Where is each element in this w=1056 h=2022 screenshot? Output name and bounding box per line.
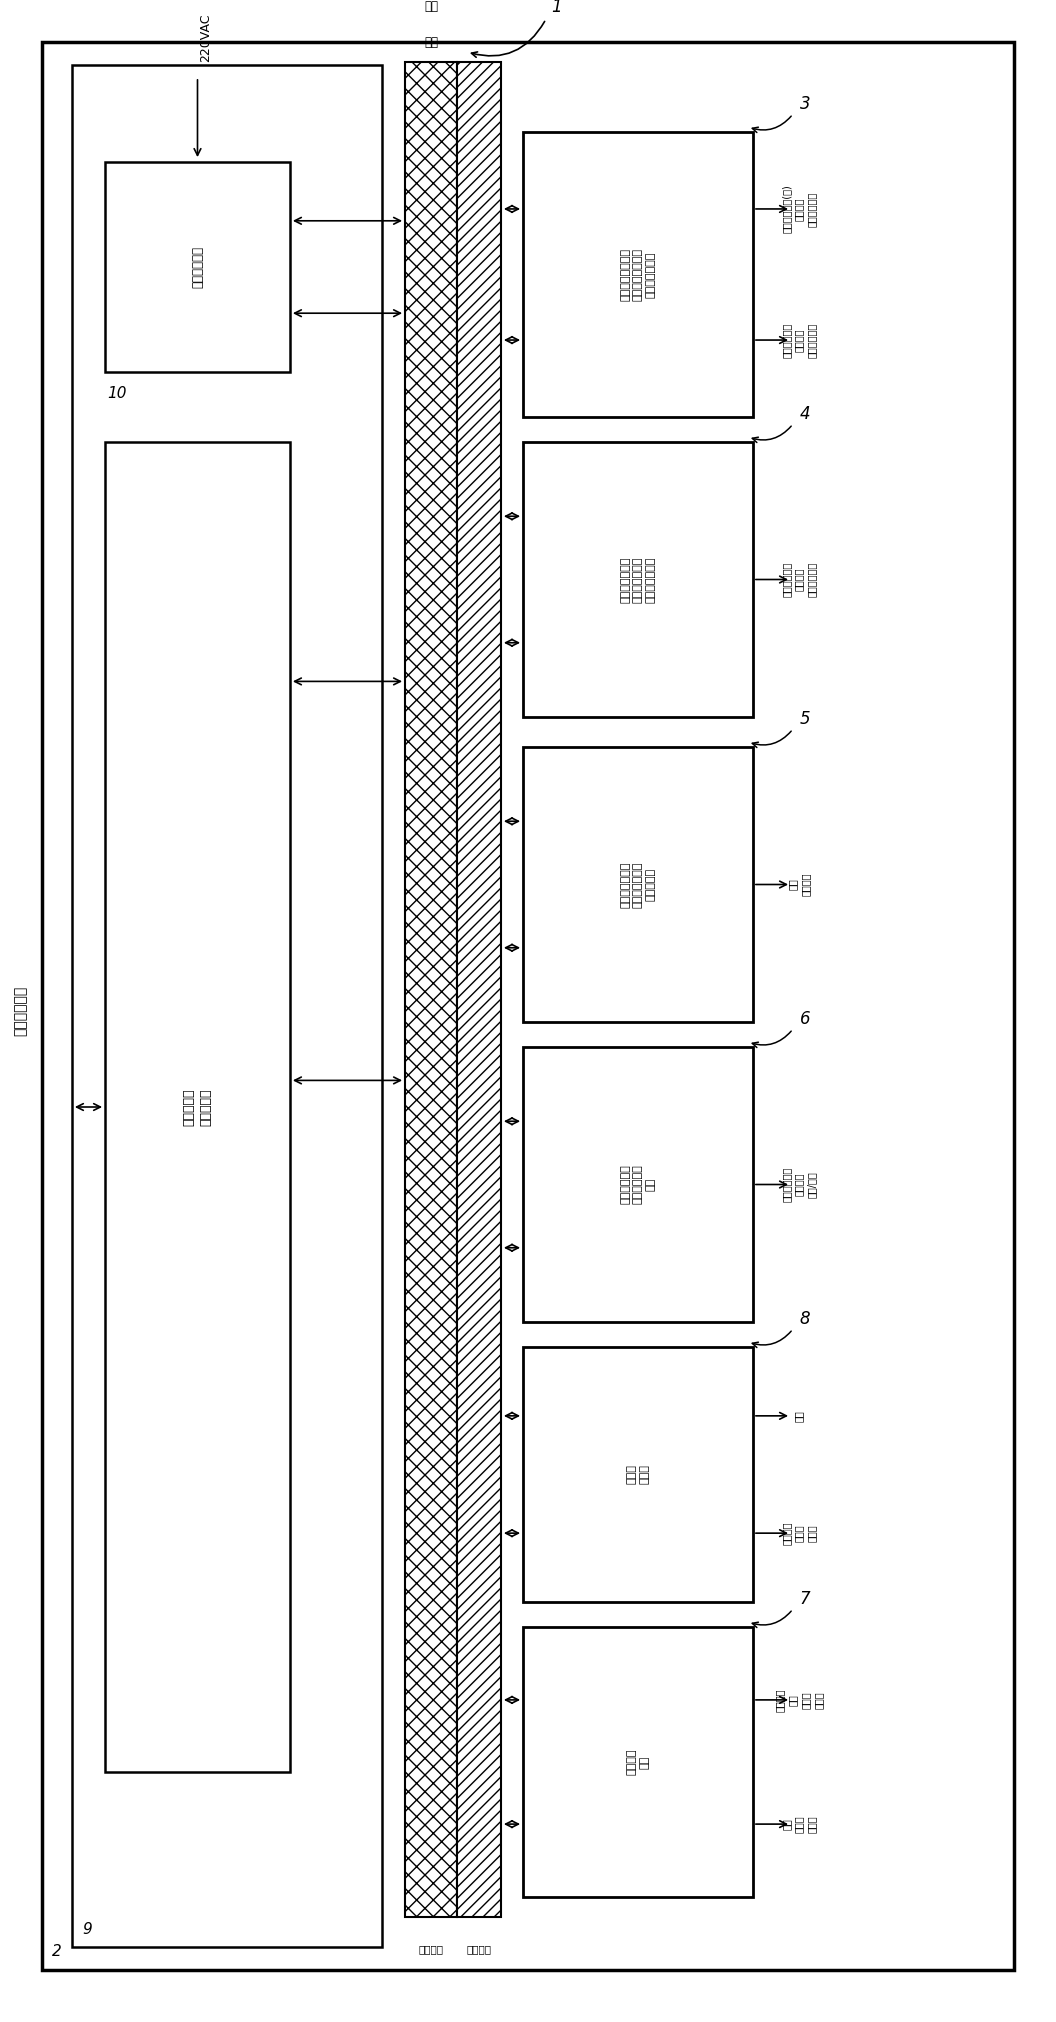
- Bar: [523, 1347, 753, 1601]
- Text: 8: 8: [799, 1310, 810, 1328]
- Text: 低压电源模块: 低压电源模块: [191, 247, 204, 287]
- Bar: [72, 65, 382, 1947]
- Text: 信号
数据输
入输出: 信号 数据输 入输出: [781, 1816, 816, 1832]
- Text: 人机交互系统: 人机交互系统: [13, 987, 27, 1035]
- Text: 1: 1: [550, 0, 562, 16]
- Text: 数据总线: 数据总线: [418, 1943, 444, 1953]
- Text: 总控制模块
总线控制器: 总控制模块 总线控制器: [183, 1088, 212, 1126]
- Text: 10: 10: [108, 386, 127, 402]
- Text: 7: 7: [799, 1589, 810, 1607]
- Text: 波形发
生模块: 波形发 生模块: [626, 1464, 649, 1484]
- Text: 220VAC: 220VAC: [199, 14, 212, 63]
- Text: 电流波形发生
信号输出
幅度调节信号: 电流波形发生 信号输出 幅度调节信号: [781, 321, 816, 358]
- Text: 高压输出信号
高压调节
信号/电流: 高压输出信号 高压调节 信号/电流: [781, 1167, 816, 1203]
- Bar: [523, 746, 753, 1021]
- Text: 模拟输入
数字量
调节量: 模拟输入 数字量 调节量: [781, 1521, 816, 1545]
- Text: 电流波形输出
信号输出
幅度调节信号: 电流波形输出 信号输出 幅度调节信号: [781, 562, 816, 596]
- Bar: [523, 443, 753, 718]
- Text: 4: 4: [799, 404, 810, 423]
- Text: 波形控制
模块: 波形控制 模块: [626, 1749, 649, 1775]
- Text: 总线: 总线: [425, 36, 438, 49]
- Text: 9: 9: [82, 1921, 92, 1937]
- Bar: [406, 63, 457, 1917]
- Text: 电源总线: 电源总线: [467, 1943, 491, 1953]
- Text: 5: 5: [799, 710, 810, 728]
- Bar: [523, 1628, 753, 1897]
- Text: 探测器前端模拟电
路板信号输出模块
及触发逻辑控制: 探测器前端模拟电 路板信号输出模块 及触发逻辑控制: [620, 249, 656, 301]
- Bar: [523, 1047, 753, 1322]
- Text: 电流
波形输出: 电流 波形输出: [788, 874, 810, 896]
- Text: 电压波形发生(中)
信号输出
幅度调节信号: 电压波形发生(中) 信号输出 幅度调节信号: [781, 184, 816, 233]
- Bar: [105, 443, 290, 1771]
- Text: 信号: 信号: [794, 1409, 804, 1421]
- Text: 末一级前置放大
电路板信号输出
模块及触发控制: 末一级前置放大 电路板信号输出 模块及触发控制: [620, 556, 656, 603]
- Bar: [105, 162, 290, 372]
- Text: 3: 3: [799, 95, 810, 113]
- Bar: [457, 63, 501, 1917]
- Text: 2: 2: [52, 1945, 62, 1959]
- Text: 负高压信号发
生模块及触发
控制: 负高压信号发 生模块及触发 控制: [620, 1165, 656, 1205]
- Bar: [523, 131, 753, 417]
- Text: 末电流前置放大
器信号输出模块
及触发控制: 末电流前置放大 器信号输出模块 及触发控制: [620, 861, 656, 908]
- Text: 背板: 背板: [425, 0, 438, 14]
- Text: 波形控制
串口
数据输
入输出: 波形控制 串口 数据输 入输出: [775, 1688, 824, 1713]
- Text: 6: 6: [799, 1011, 810, 1027]
